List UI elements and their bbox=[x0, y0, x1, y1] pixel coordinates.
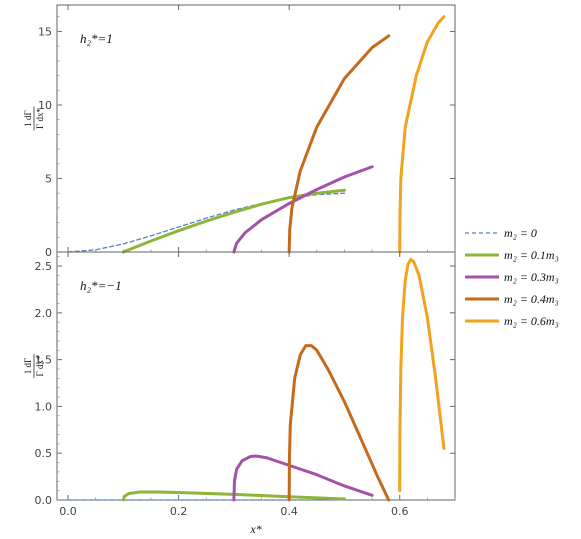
y-tick-label: 2.0 bbox=[35, 307, 53, 320]
plot-frame-top bbox=[56, 4, 456, 253]
y-tick-label: 15 bbox=[38, 25, 52, 38]
y-axis-label-bottom: 1 dΓ Γ dx* bbox=[23, 354, 45, 378]
y-tick-label: 0.0 bbox=[35, 494, 53, 507]
series-line-3 bbox=[287, 34, 391, 254]
y-tick-label: 0 bbox=[45, 246, 52, 259]
legend-label: m₂ = 0.4m₃ bbox=[504, 292, 559, 306]
x-tick-label: 0.6 bbox=[391, 505, 409, 518]
x-tick-label: 0.2 bbox=[170, 505, 188, 518]
panel-bottom: 0.0 0.5 1.0 1.5 2.0 2.5 0.0 0.2 0.4 0.6 1 dΓ Γ dx* h… bbox=[23, 251, 456, 536]
y-axis-label-denominator: Γ dx* bbox=[35, 355, 45, 376]
panel-top: 0 5 10 15 1 dΓ Γ dx* h₂*=1 bbox=[23, 4, 456, 259]
y-tick-label: 10 bbox=[38, 99, 52, 112]
series-line-1 bbox=[121, 188, 346, 254]
y-tick-label: 1.0 bbox=[35, 400, 53, 413]
series-line-4 bbox=[398, 15, 446, 254]
legend-label: m₂ = 0.6m₃ bbox=[504, 314, 559, 328]
legend: m₂ = 0 m₂ = 0.1m₃ m₂ = 0.3m₃ m₂ = 0.4m₃ m₂ =… bbox=[465, 226, 559, 328]
legend-label: m₂ = 0 bbox=[504, 226, 537, 240]
y-axis-label-top: 1 dΓ Γ dx* bbox=[23, 106, 45, 131]
panel-annotation: h₂*=1 bbox=[80, 31, 113, 46]
series-line-4 bbox=[398, 257, 446, 493]
y-tick-label: 2.5 bbox=[35, 260, 53, 273]
y-tick-label: 5 bbox=[45, 172, 52, 185]
panel-annotation: h₂*=−1 bbox=[80, 278, 122, 293]
y-tick-label: 1.5 bbox=[35, 354, 53, 367]
x-tick-label: 0.4 bbox=[280, 505, 298, 518]
y-axis-label-numerator: 1 dΓ bbox=[23, 358, 33, 374]
y-axis-label-denominator: Γ dx* bbox=[35, 108, 45, 129]
legend-label: m₂ = 0.1m₃ bbox=[504, 248, 559, 262]
series-line-2 bbox=[232, 454, 374, 502]
plot-frame-bottom bbox=[56, 251, 456, 501]
legend-label: m₂ = 0.3m₃ bbox=[504, 270, 559, 284]
series-line-2 bbox=[232, 165, 374, 254]
x-tick-label: 0.0 bbox=[59, 505, 77, 518]
y-tick-label: 0.5 bbox=[35, 447, 53, 460]
series-line-1 bbox=[121, 490, 346, 502]
y-axis-label-numerator: 1 dΓ bbox=[23, 110, 33, 126]
series-line-3 bbox=[287, 344, 391, 502]
x-axis-label: x* bbox=[249, 522, 261, 536]
